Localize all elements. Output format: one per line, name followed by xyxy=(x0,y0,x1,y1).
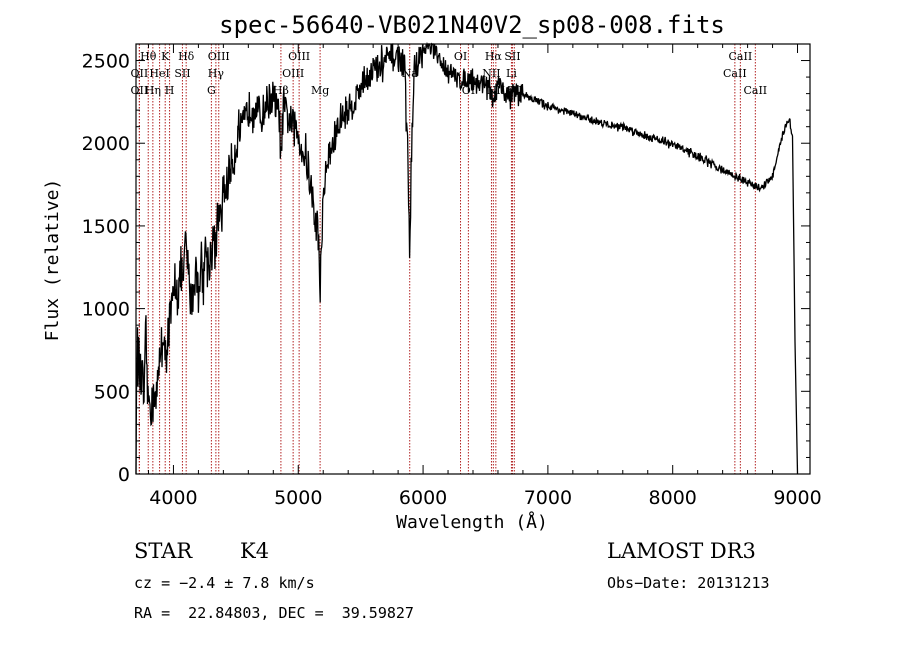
x-tick-label: 5000 xyxy=(274,487,322,509)
line-label: Hγ xyxy=(208,67,225,80)
chart-title: spec-56640-VB021N40V2_sp08-008.fits xyxy=(219,11,725,39)
line-label: NII xyxy=(482,67,500,80)
survey-name: LAMOST DR3 xyxy=(607,539,756,563)
x-tick-label: 9000 xyxy=(773,487,821,509)
x-tick-label: 6000 xyxy=(399,487,447,509)
line-label: CaII xyxy=(743,84,767,97)
object-class: STAR xyxy=(134,539,193,563)
y-axis-label: Flux (relative) xyxy=(42,179,63,342)
line-label: OIII xyxy=(288,50,310,63)
line-label: OII xyxy=(131,84,149,97)
plot-frame xyxy=(135,43,811,475)
line-label: CaII xyxy=(723,67,747,80)
line-label: CaII xyxy=(729,50,753,63)
line-label: HeI xyxy=(149,67,169,80)
observation-date: Obs−Date: 20131213 xyxy=(607,574,770,592)
spectrum-chart: spec-56640-VB021N40V2_sp08-008.fits OII O… xyxy=(42,11,822,533)
line-label-layer: OIIOIIHθHηHeIKHSIIHδGHγOIIIHβOIIIOIIIMgN… xyxy=(131,50,768,97)
line-label: OIII xyxy=(282,67,304,80)
line-label: Hα xyxy=(485,50,503,63)
object-subclass: K4 xyxy=(240,539,270,563)
y-tick-label: 2500 xyxy=(82,51,130,73)
y-tick-label: 1000 xyxy=(82,299,130,321)
line-label: Mg xyxy=(311,84,329,97)
line-label: Li xyxy=(506,67,517,80)
line-label: OIII xyxy=(208,50,230,63)
line-label: K xyxy=(161,50,170,63)
spectrum-line xyxy=(135,41,799,475)
x-tick-label: 7000 xyxy=(524,487,572,509)
x-tick-label: 8000 xyxy=(649,487,697,509)
y-tick-label: 2000 xyxy=(82,133,130,155)
y-tick-label: 1500 xyxy=(82,216,130,238)
line-label: Hη xyxy=(145,84,161,97)
radial-velocity: cz = −2.4 ± 7.8 km/s xyxy=(134,574,315,592)
line-label: Hθ xyxy=(140,50,157,63)
x-tick-label: 4000 xyxy=(149,487,197,509)
line-marker-layer xyxy=(138,44,756,474)
y-tick-label: 0 xyxy=(118,464,130,486)
line-label: OII xyxy=(131,67,149,80)
axis-ticks: 4000 5000 6000 7000 8000 9000 0 500 1000 1500 2000… xyxy=(82,43,822,509)
line-label: G xyxy=(207,84,216,97)
line-label: SII xyxy=(504,50,520,63)
line-label: H xyxy=(165,84,175,97)
line-label: OI xyxy=(454,50,467,63)
x-axis-label: Wavelength (Å) xyxy=(396,511,548,533)
coordinates: RA = 22.84803, DEC = 39.59827 xyxy=(134,604,414,622)
line-label: Hδ xyxy=(178,50,195,63)
y-tick-label: 500 xyxy=(94,381,130,403)
line-label: SII xyxy=(174,67,190,80)
